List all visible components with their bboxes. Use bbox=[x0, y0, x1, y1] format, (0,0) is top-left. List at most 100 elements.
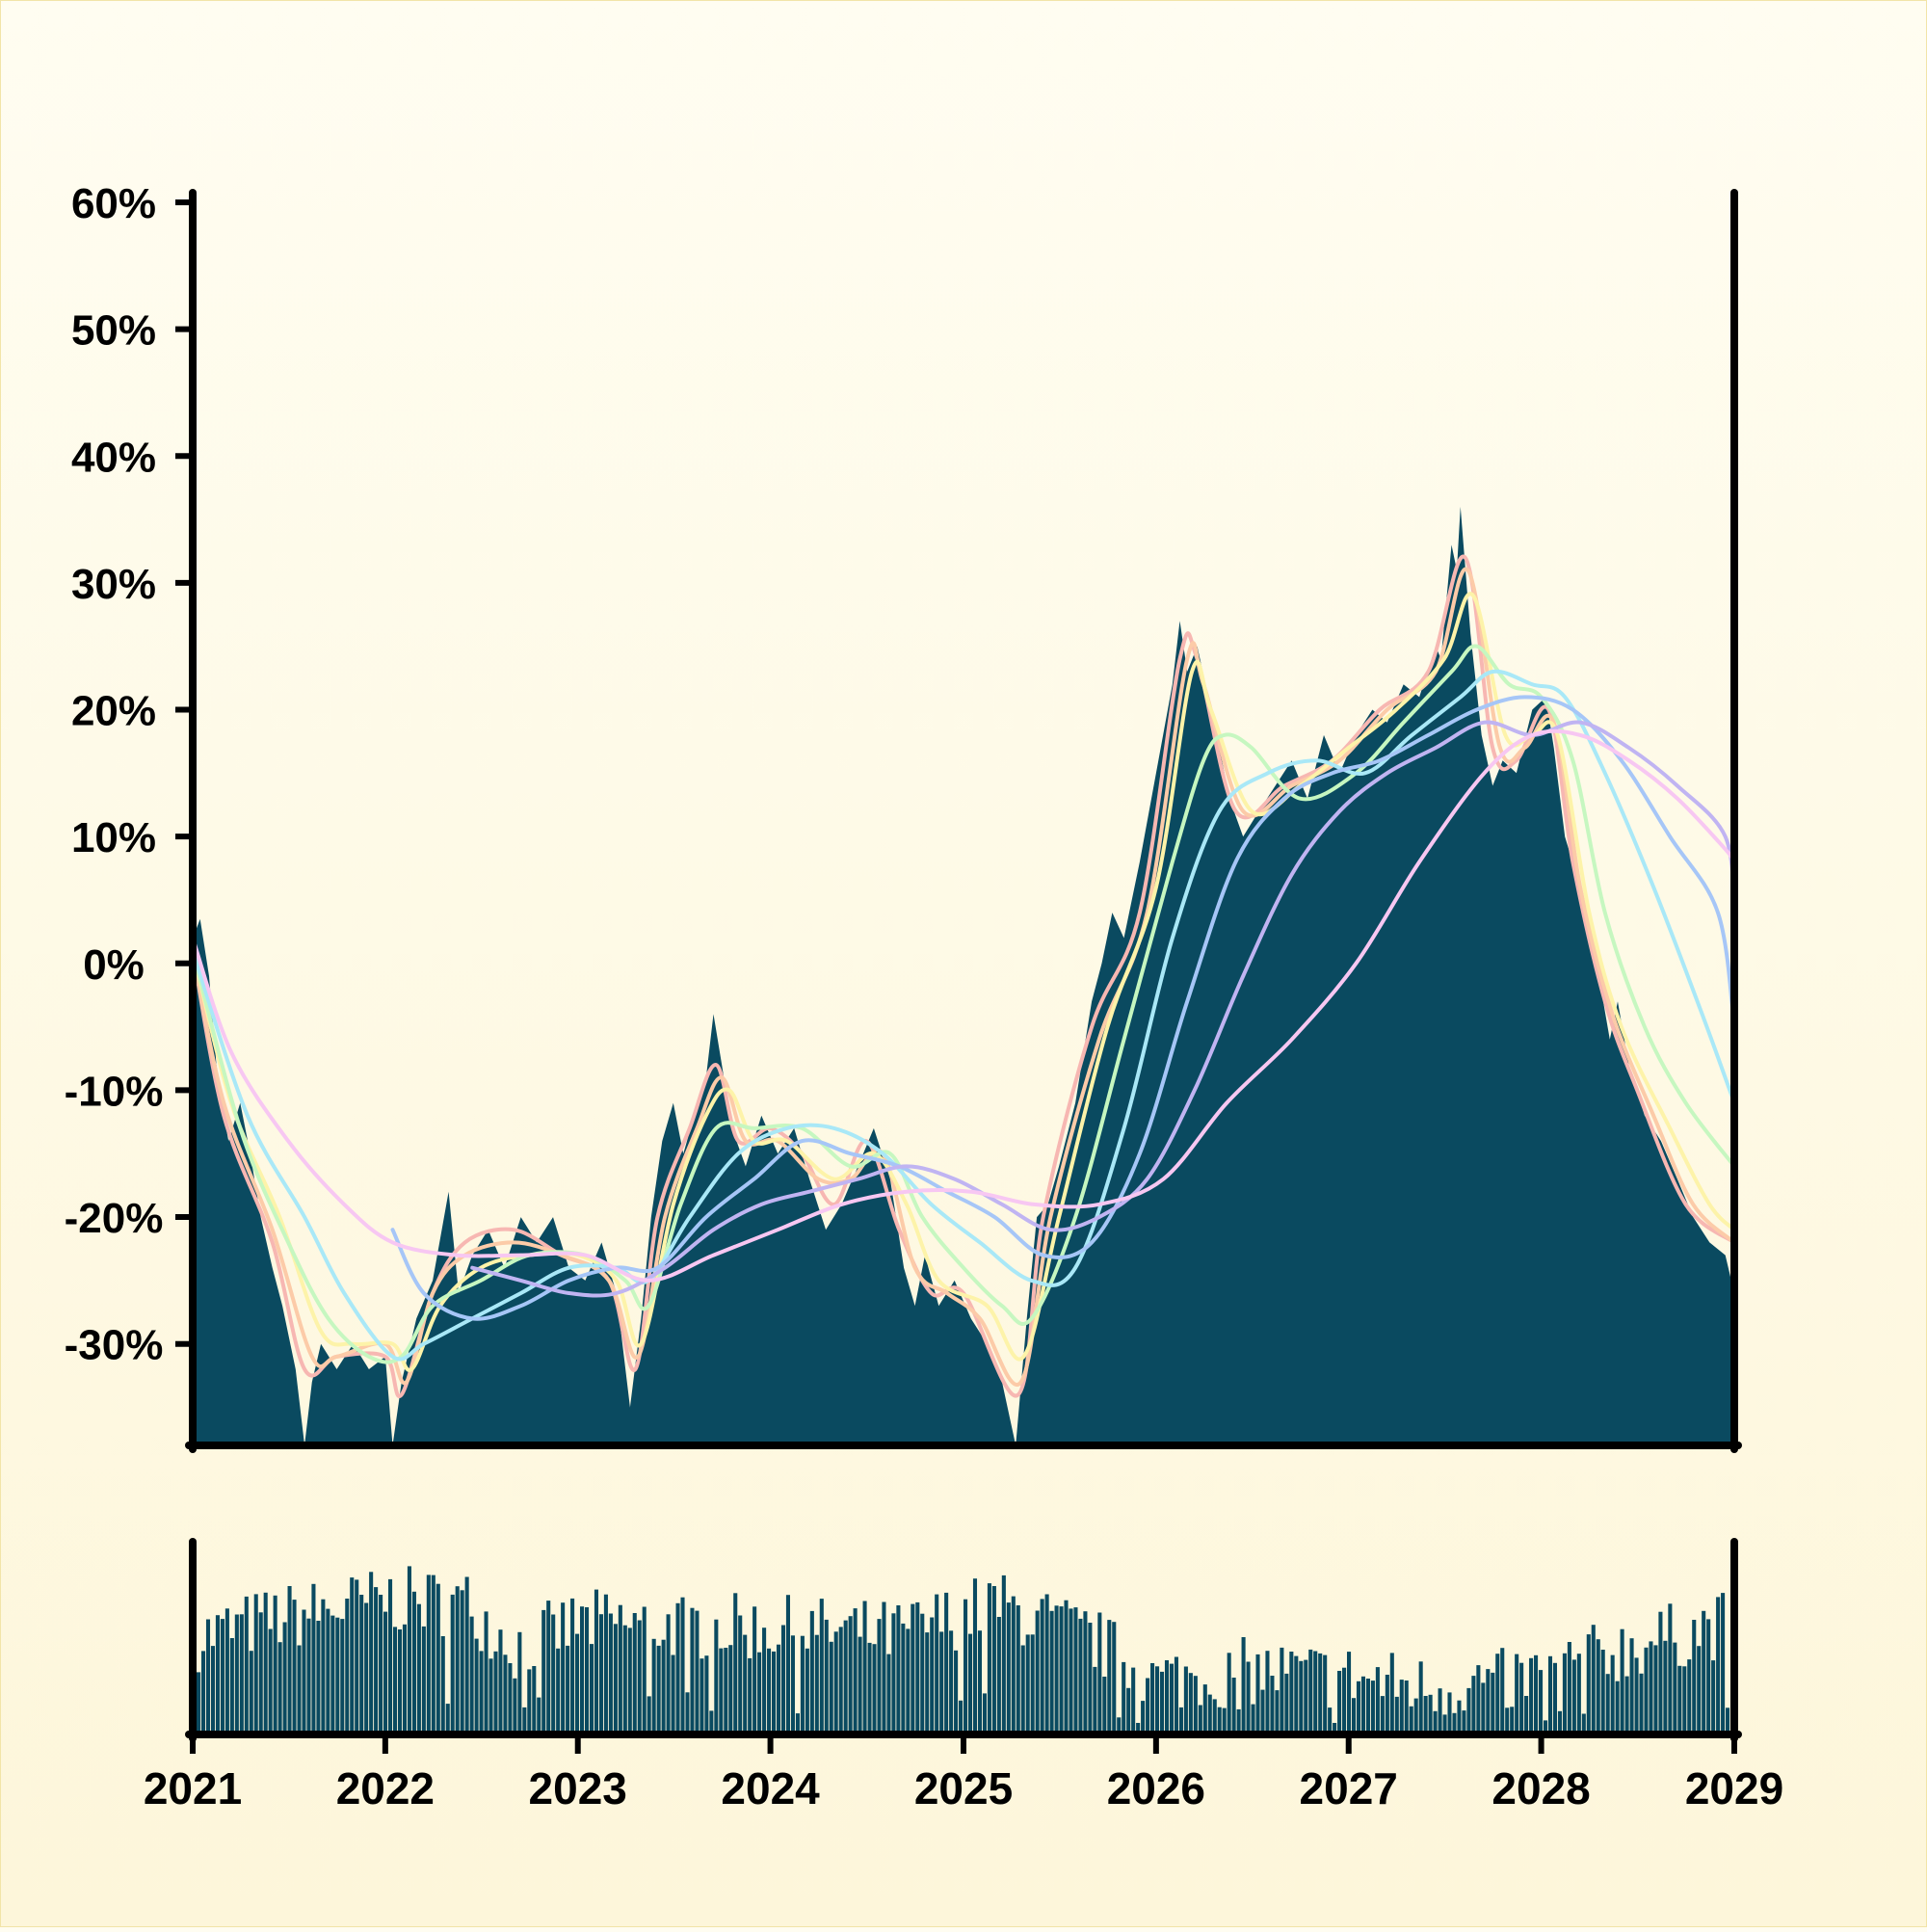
price-panel: 60% 50% 40% 30% 20% 10% 0% -10% -20% -30% bbox=[65, 180, 1742, 1453]
volume-bar bbox=[733, 1593, 738, 1734]
volume-bar bbox=[1615, 1681, 1620, 1734]
volume-bar bbox=[200, 1651, 206, 1734]
volume-bar bbox=[1083, 1611, 1088, 1734]
volume-bar bbox=[1169, 1663, 1174, 1734]
volume-bar bbox=[1178, 1707, 1183, 1734]
volume-bar bbox=[1112, 1622, 1117, 1734]
volume-bar bbox=[954, 1650, 959, 1734]
volume-bar bbox=[704, 1655, 709, 1734]
moving-average-layer bbox=[191, 554, 1736, 1399]
volume-bar bbox=[407, 1566, 411, 1734]
volume-bar bbox=[906, 1628, 911, 1734]
y-tick-label: 30% bbox=[71, 561, 156, 608]
x-tick-label: 2023 bbox=[529, 1763, 627, 1813]
x-tick-label: 2021 bbox=[144, 1763, 242, 1813]
volume-bar bbox=[205, 1619, 211, 1734]
volume-bar bbox=[1097, 1612, 1102, 1734]
volume-bar bbox=[1404, 1681, 1409, 1734]
volume-bar bbox=[1418, 1661, 1423, 1734]
volume-bar bbox=[1188, 1673, 1193, 1734]
volume-bar bbox=[996, 1617, 1001, 1734]
volume-bar bbox=[915, 1601, 920, 1734]
volume-bar bbox=[1586, 1634, 1591, 1734]
volume-bar bbox=[1726, 1707, 1730, 1734]
volume-bar bbox=[498, 1629, 503, 1734]
volume-bar bbox=[551, 1614, 556, 1734]
volume-bar bbox=[1491, 1672, 1495, 1734]
volume-bar bbox=[982, 1693, 987, 1734]
volume-bar bbox=[364, 1602, 369, 1734]
volume-bar bbox=[1365, 1679, 1370, 1734]
volume-bar bbox=[642, 1606, 647, 1734]
volume-bar bbox=[690, 1607, 695, 1734]
volume-bar bbox=[1375, 1667, 1380, 1734]
volume-bar bbox=[292, 1600, 297, 1734]
volume-bar bbox=[1035, 1610, 1040, 1734]
volume-bar bbox=[714, 1619, 719, 1734]
volume-bar bbox=[700, 1658, 704, 1734]
volume-bar bbox=[886, 1654, 891, 1734]
volume-bar bbox=[752, 1606, 757, 1734]
x-tick-label: 2025 bbox=[914, 1763, 1013, 1813]
volume-bar bbox=[411, 1591, 416, 1734]
volume-bar bbox=[402, 1624, 407, 1734]
volume-bar bbox=[1668, 1603, 1673, 1734]
volume-bar bbox=[1370, 1681, 1375, 1734]
volume-bars bbox=[197, 1566, 1730, 1734]
volume-bar bbox=[1044, 1594, 1049, 1734]
moving-average-line-6 bbox=[390, 695, 1736, 1321]
volume-bar bbox=[1122, 1661, 1126, 1734]
volume-bar bbox=[944, 1592, 949, 1734]
volume-bar bbox=[426, 1575, 431, 1734]
volume-bar bbox=[1323, 1654, 1328, 1734]
volume-bar bbox=[1452, 1712, 1457, 1734]
volume-bar bbox=[1620, 1628, 1624, 1734]
volume-bar bbox=[1433, 1710, 1438, 1734]
volume-bar bbox=[1524, 1696, 1529, 1734]
volume-bar bbox=[1198, 1705, 1202, 1734]
volume-bar bbox=[584, 1607, 590, 1734]
x-tick-label: 2022 bbox=[336, 1763, 435, 1813]
volume-bar bbox=[1356, 1681, 1361, 1734]
volume-bar bbox=[1466, 1687, 1471, 1734]
x-tick-label: 2028 bbox=[1491, 1763, 1590, 1813]
volume-bar bbox=[522, 1707, 527, 1734]
volume-bar bbox=[656, 1645, 661, 1734]
volume-bar bbox=[1294, 1655, 1299, 1734]
volume-bar bbox=[1304, 1659, 1308, 1734]
volume-bar bbox=[1342, 1667, 1347, 1734]
volume-panel: 2021 2022 2023 2024 2025 2026 2027 2028 2029 bbox=[144, 1538, 1783, 1813]
volume-bar bbox=[1639, 1673, 1644, 1734]
volume-bar bbox=[598, 1614, 603, 1734]
volume-bar bbox=[757, 1652, 762, 1734]
volume-bar bbox=[1289, 1652, 1294, 1734]
volume-bar bbox=[1275, 1690, 1280, 1734]
volume-bar bbox=[1006, 1602, 1011, 1734]
moving-average-line-5 bbox=[191, 669, 1736, 1362]
x-tick-label: 2026 bbox=[1107, 1763, 1205, 1813]
volume-bar bbox=[374, 1587, 379, 1734]
volume-bar bbox=[479, 1651, 484, 1734]
volume-bar bbox=[824, 1619, 829, 1734]
volume-bar bbox=[1136, 1723, 1141, 1734]
volume-bar bbox=[234, 1614, 239, 1734]
volume-bar bbox=[1107, 1620, 1112, 1734]
volume-bar bbox=[1552, 1662, 1557, 1734]
volume-bar bbox=[1677, 1665, 1682, 1734]
volume-bar bbox=[431, 1575, 436, 1734]
volume-bar bbox=[224, 1608, 229, 1734]
y-tick-label: -10% bbox=[65, 1068, 164, 1115]
volume-bar bbox=[843, 1620, 848, 1734]
volume-bar bbox=[829, 1641, 833, 1734]
x-tick-label: 2024 bbox=[721, 1763, 820, 1813]
volume-bar bbox=[1702, 1610, 1706, 1734]
volume-bar bbox=[359, 1595, 364, 1734]
volume-bar bbox=[1280, 1647, 1284, 1734]
volume-bar bbox=[949, 1630, 954, 1734]
volume-bar bbox=[1347, 1652, 1352, 1734]
volume-bar bbox=[1596, 1639, 1600, 1734]
volume-bar bbox=[527, 1669, 532, 1734]
volume-bar bbox=[853, 1608, 858, 1734]
volume-bar bbox=[780, 1625, 786, 1734]
